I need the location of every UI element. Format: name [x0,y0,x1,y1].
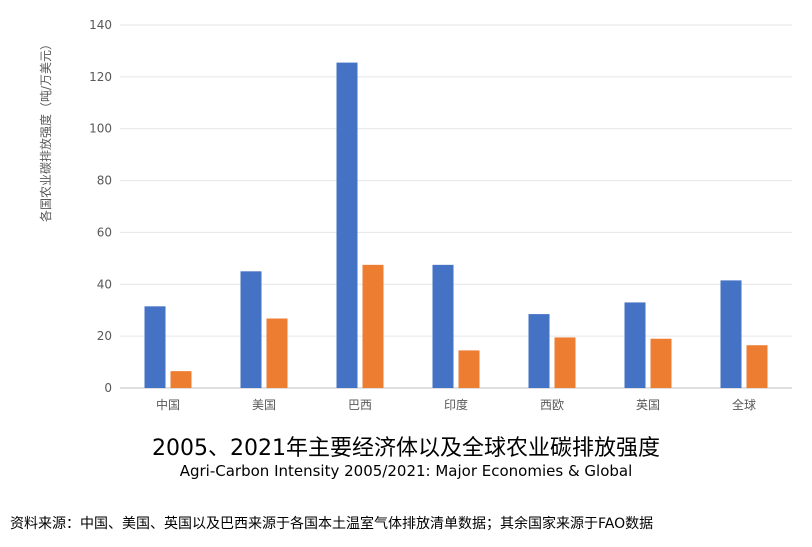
bar-series-2 [554,337,576,388]
chart-title: 2005、2021年主要经济体以及全球农业碳排放强度 [152,436,660,461]
gridlines [120,24,792,389]
bar-series-1 [720,280,742,388]
y-tick-label: 60 [97,225,112,239]
y-tick-label: 0 [104,381,112,395]
x-axis-categories: 中国 美国 巴西 印度 西欧 英国 全球 [156,397,756,412]
bars [144,62,768,388]
bar-series-2 [170,371,192,388]
bar-series-2 [650,338,672,388]
bar-chart: 0 20 40 60 80 100 120 140 中国 美国 巴西 印度 西欧 英国 全球 各国农业碳排… [38,18,792,412]
bar-series-1 [624,302,646,388]
bar-series-1 [240,271,262,388]
bar-series-2 [458,350,480,388]
y-tick-label: 80 [97,174,112,188]
y-tick-label: 40 [97,277,112,291]
y-tick-label: 20 [97,329,112,343]
x-category-label: 全球 [732,397,756,412]
x-category-label: 美国 [252,398,276,412]
bar-series-2 [362,264,384,388]
y-axis-ticks: 0 20 40 60 80 100 120 140 [89,18,112,395]
bar-series-2 [746,345,768,388]
bar-series-1 [336,62,358,388]
y-axis-label: 各国农业碳排放强度（吨/万美元） [38,38,53,222]
x-category-label: 印度 [444,397,468,412]
y-tick-label: 140 [89,18,112,32]
bar-series-1 [432,264,454,388]
source-note: 资料来源：中国、美国、英国以及巴西来源于各国本土温室气体排放清单数据；其余国家来… [10,516,654,532]
x-category-label: 巴西 [348,398,372,412]
y-tick-label: 120 [89,70,112,84]
x-category-label: 西欧 [540,398,564,412]
x-category-label: 英国 [636,398,660,412]
chart-subtitle: Agri-Carbon Intensity 2005/2021: Major E… [179,462,633,480]
bar-series-2 [266,318,288,388]
y-tick-label: 100 [89,122,112,136]
x-category-label: 中国 [156,397,180,412]
bar-series-1 [528,314,550,388]
bar-series-1 [144,306,166,388]
